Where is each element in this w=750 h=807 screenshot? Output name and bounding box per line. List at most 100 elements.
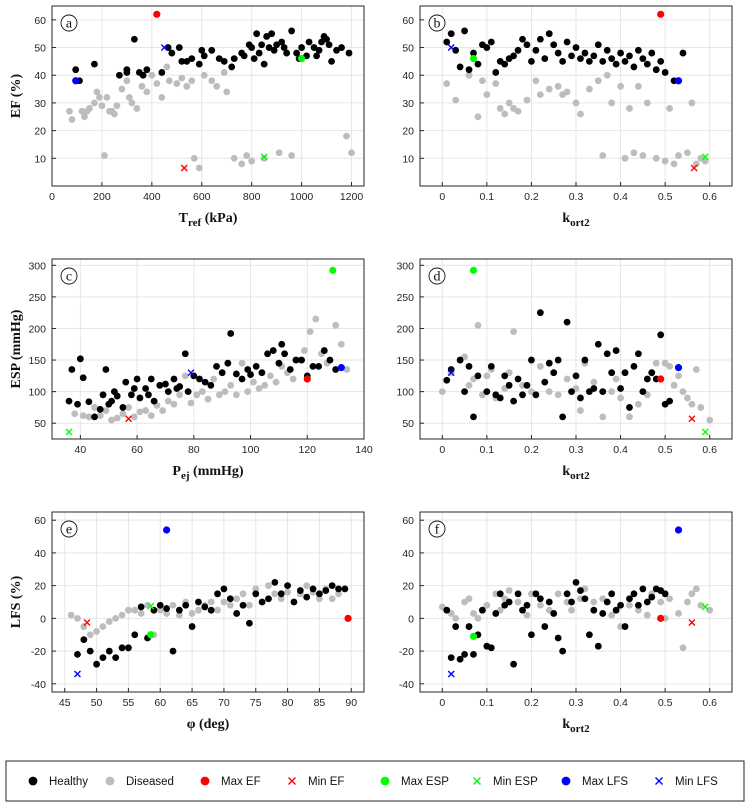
- point-healthy: [456, 655, 464, 663]
- point-diseased: [688, 590, 696, 598]
- point-min-esp: [701, 603, 709, 611]
- point-healthy: [639, 55, 647, 63]
- point-diseased: [666, 595, 673, 603]
- point-diseased: [204, 395, 212, 403]
- point-healthy: [275, 359, 283, 367]
- point-healthy: [483, 388, 491, 396]
- point-healthy: [536, 309, 544, 317]
- point-healthy: [169, 647, 177, 655]
- point-healthy: [532, 46, 540, 54]
- x-tick-label: 200: [93, 191, 111, 203]
- x-tick-label: 1000: [290, 191, 314, 203]
- y-tick-label: 200: [396, 323, 414, 335]
- point-healthy: [594, 642, 602, 650]
- point-healthy: [657, 331, 665, 339]
- point-healthy: [208, 46, 216, 54]
- point-healthy: [139, 71, 147, 79]
- y-tick-label: 10: [402, 153, 414, 165]
- x-tick-label: 0.5: [658, 191, 673, 203]
- point-healthy: [590, 52, 598, 60]
- point-diseased: [214, 606, 221, 614]
- point-diseased: [666, 362, 673, 370]
- y-tick-label: -20: [31, 646, 46, 658]
- point-healthy: [465, 623, 473, 630]
- point-healthy: [635, 350, 642, 358]
- x-tick-label: 40: [75, 444, 87, 456]
- point-healthy: [559, 647, 567, 655]
- point-healthy: [608, 590, 616, 598]
- point-healthy: [250, 55, 258, 63]
- point-diseased: [523, 96, 531, 104]
- x-tick-label: 0.2: [524, 697, 539, 709]
- point-healthy: [195, 60, 203, 68]
- point-diseased: [643, 99, 651, 107]
- point-healthy: [309, 362, 317, 370]
- point-diseased: [652, 359, 660, 367]
- point-healthy: [630, 362, 638, 370]
- x-tick-label: 85: [314, 697, 326, 709]
- point-min-ef: [125, 415, 133, 423]
- point-diseased: [275, 149, 283, 157]
- point-healthy: [293, 49, 301, 57]
- point-healthy: [479, 606, 486, 614]
- point-max-ef: [303, 375, 311, 383]
- point-diseased: [108, 416, 115, 424]
- point-diseased: [577, 407, 584, 414]
- point-diseased: [335, 590, 342, 598]
- point-min-lfs: [160, 44, 168, 52]
- point-healthy: [93, 660, 100, 668]
- point-diseased: [220, 69, 228, 76]
- point-healthy: [532, 391, 540, 399]
- point-diseased: [572, 99, 580, 107]
- point-healthy: [510, 397, 517, 405]
- point-min-lfs: [447, 369, 455, 377]
- point-healthy: [612, 347, 620, 354]
- point-healthy: [599, 57, 607, 65]
- point-diseased: [125, 93, 133, 101]
- point-healthy: [501, 372, 509, 380]
- point-diseased: [99, 623, 107, 630]
- point-diseased: [505, 587, 513, 594]
- point-diseased: [239, 590, 247, 598]
- x-tick-label: 0.5: [658, 697, 673, 709]
- point-healthy: [617, 49, 624, 57]
- point-diseased: [452, 96, 460, 104]
- point-healthy: [501, 60, 509, 68]
- point-healthy: [318, 38, 325, 46]
- point-diseased: [142, 407, 150, 414]
- y-tick-label: 60: [402, 15, 414, 27]
- point-diseased: [148, 71, 156, 79]
- point-healthy: [248, 44, 256, 51]
- point-healthy: [643, 60, 651, 68]
- point-diseased: [112, 614, 120, 622]
- point-diseased: [483, 601, 491, 609]
- point-healthy: [572, 44, 580, 51]
- point-healthy: [554, 356, 562, 364]
- point-diseased: [238, 160, 246, 168]
- point-diseased: [496, 105, 504, 112]
- point-healthy: [123, 66, 131, 74]
- point-diseased: [661, 157, 669, 165]
- point-healthy: [456, 356, 464, 364]
- point-diseased: [118, 85, 126, 93]
- point-healthy: [284, 582, 291, 590]
- point-healthy: [72, 66, 80, 74]
- point-healthy: [175, 44, 183, 51]
- point-diseased: [93, 628, 100, 635]
- point-healthy: [338, 44, 345, 51]
- point-diseased: [118, 611, 126, 619]
- point-diseased: [252, 585, 260, 593]
- point-healthy: [258, 41, 266, 49]
- point-diseased: [510, 328, 517, 336]
- point-diseased: [128, 99, 136, 107]
- point-diseased: [465, 595, 473, 603]
- point-healthy: [269, 347, 277, 354]
- point-healthy: [150, 397, 158, 405]
- point-healthy: [195, 598, 202, 606]
- point-healthy: [176, 383, 184, 390]
- point-min-ef: [180, 164, 188, 172]
- point-diseased: [143, 88, 151, 96]
- x-tick-label: 0.1: [480, 697, 495, 709]
- point-diseased: [113, 102, 121, 110]
- point-healthy: [657, 57, 665, 65]
